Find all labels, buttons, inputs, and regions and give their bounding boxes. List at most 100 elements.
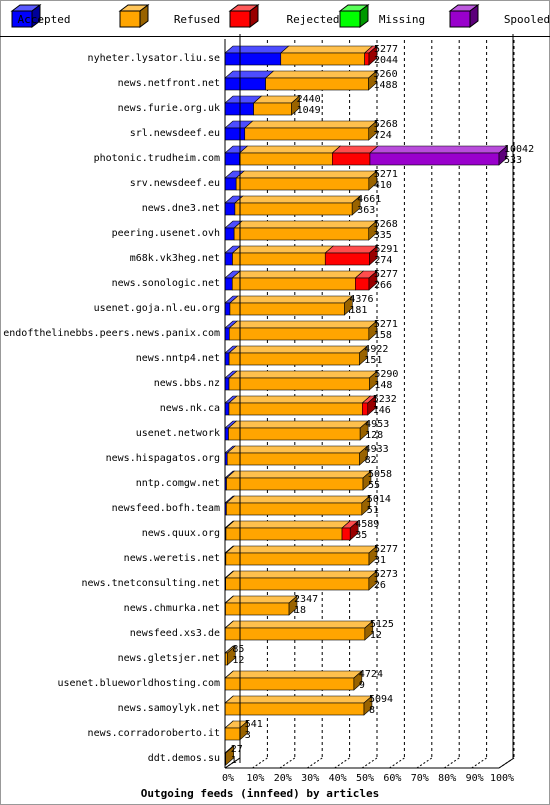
row-label: news.bbs.nz: [154, 378, 220, 389]
bar-face: [369, 152, 500, 166]
x-tick-label: 30%: [301, 773, 319, 784]
value-offered: 4661: [357, 194, 381, 205]
bar-side: [364, 620, 374, 641]
bar-segment: [225, 470, 372, 491]
bar-top: [224, 570, 378, 579]
bar-segment: [231, 270, 365, 291]
bar-top: [228, 345, 369, 354]
value-offered: 4724: [359, 669, 383, 680]
row-label: photonic.trudheim.com: [94, 153, 220, 164]
bar-side: [359, 445, 368, 466]
bar-segment: [228, 320, 378, 341]
bar-segment: [224, 570, 378, 591]
bar-segment: [279, 45, 374, 66]
bar-segment: [233, 220, 378, 241]
row-label: nntp.comgw.net: [136, 478, 220, 489]
bar-face: [228, 402, 363, 416]
bar-face: [239, 152, 333, 166]
bar-face: [228, 427, 361, 441]
bar-side: [368, 170, 378, 191]
value-accepted: 181: [349, 305, 367, 316]
row-label: news.furie.org.uk: [118, 103, 220, 114]
bar-side: [369, 370, 378, 391]
bar-segment: [235, 170, 378, 191]
bar-face: [226, 477, 364, 491]
bar-top: [231, 245, 334, 254]
value-accepted: 158: [374, 330, 392, 341]
bar-face: [224, 52, 282, 66]
bar-face: [224, 327, 230, 341]
bar-face: [265, 77, 369, 91]
value-accepted: 724: [374, 130, 392, 141]
value-offered: 2347: [294, 594, 318, 605]
bar-face: [224, 352, 230, 366]
bar-face: [224, 277, 233, 291]
row-label: nyheter.lysator.liu.se: [88, 53, 220, 64]
value-offered: 85: [232, 644, 244, 655]
value-offered: 2440: [297, 94, 321, 105]
bar-face: [224, 77, 266, 91]
bar-face: [229, 302, 345, 316]
bar-face: [228, 377, 370, 391]
bar-side: [368, 270, 378, 291]
bar-segment: [224, 695, 373, 716]
bar-face: [364, 52, 370, 66]
bar-side: [362, 470, 372, 491]
bar-side: [368, 220, 377, 241]
bar-side: [361, 495, 371, 516]
bar-face: [226, 502, 363, 516]
value-offered: 4922: [364, 344, 388, 355]
bar-segment: [224, 670, 363, 691]
bar-side: [367, 395, 377, 416]
grid-line-floor: [334, 757, 350, 769]
bar-side: [368, 545, 378, 566]
x-tick-label: 100%: [490, 773, 514, 784]
bar-segment: [369, 145, 508, 166]
value-accepted: 266: [374, 280, 392, 291]
bar-face: [225, 627, 366, 641]
bar-segment: [224, 720, 249, 741]
x-tick-label: 60%: [383, 773, 401, 784]
value-offered: 5271: [374, 319, 398, 330]
legend-swatch-side: [359, 4, 369, 28]
bar-side: [369, 245, 378, 266]
value-accepted: 35: [355, 530, 367, 541]
bar-segment: [252, 95, 301, 116]
value-accepted: 26: [374, 580, 386, 591]
bar-top: [228, 320, 378, 329]
row-label: srv.newsdeef.eu: [130, 178, 220, 189]
bar-side: [368, 70, 377, 91]
value-accepted: 1049: [297, 105, 321, 116]
bar-top: [224, 70, 275, 79]
bar-side: [344, 295, 353, 316]
bar-top: [228, 370, 379, 379]
bar-face: [224, 227, 235, 241]
row-label: news.gletsjer.net: [118, 653, 220, 664]
x-axis-corner-left: [224, 757, 241, 769]
bar-face: [224, 202, 236, 216]
value-offered: 541: [245, 719, 263, 730]
bar-segment: [228, 370, 379, 391]
bar-segment: [234, 195, 361, 216]
value-offered: 5125: [370, 619, 394, 630]
bar-face: [362, 402, 369, 416]
bar-top: [233, 220, 378, 229]
value-accepted: 410: [374, 180, 392, 191]
bar-face: [225, 577, 370, 591]
bar-top: [226, 445, 369, 454]
bar-segment: [228, 345, 369, 366]
row-label: news.dne3.net: [142, 203, 220, 214]
bar-top: [238, 145, 342, 154]
value-offered: 5277: [374, 44, 398, 55]
value-offered: 5290: [374, 369, 398, 380]
value-accepted: 82: [365, 455, 377, 466]
